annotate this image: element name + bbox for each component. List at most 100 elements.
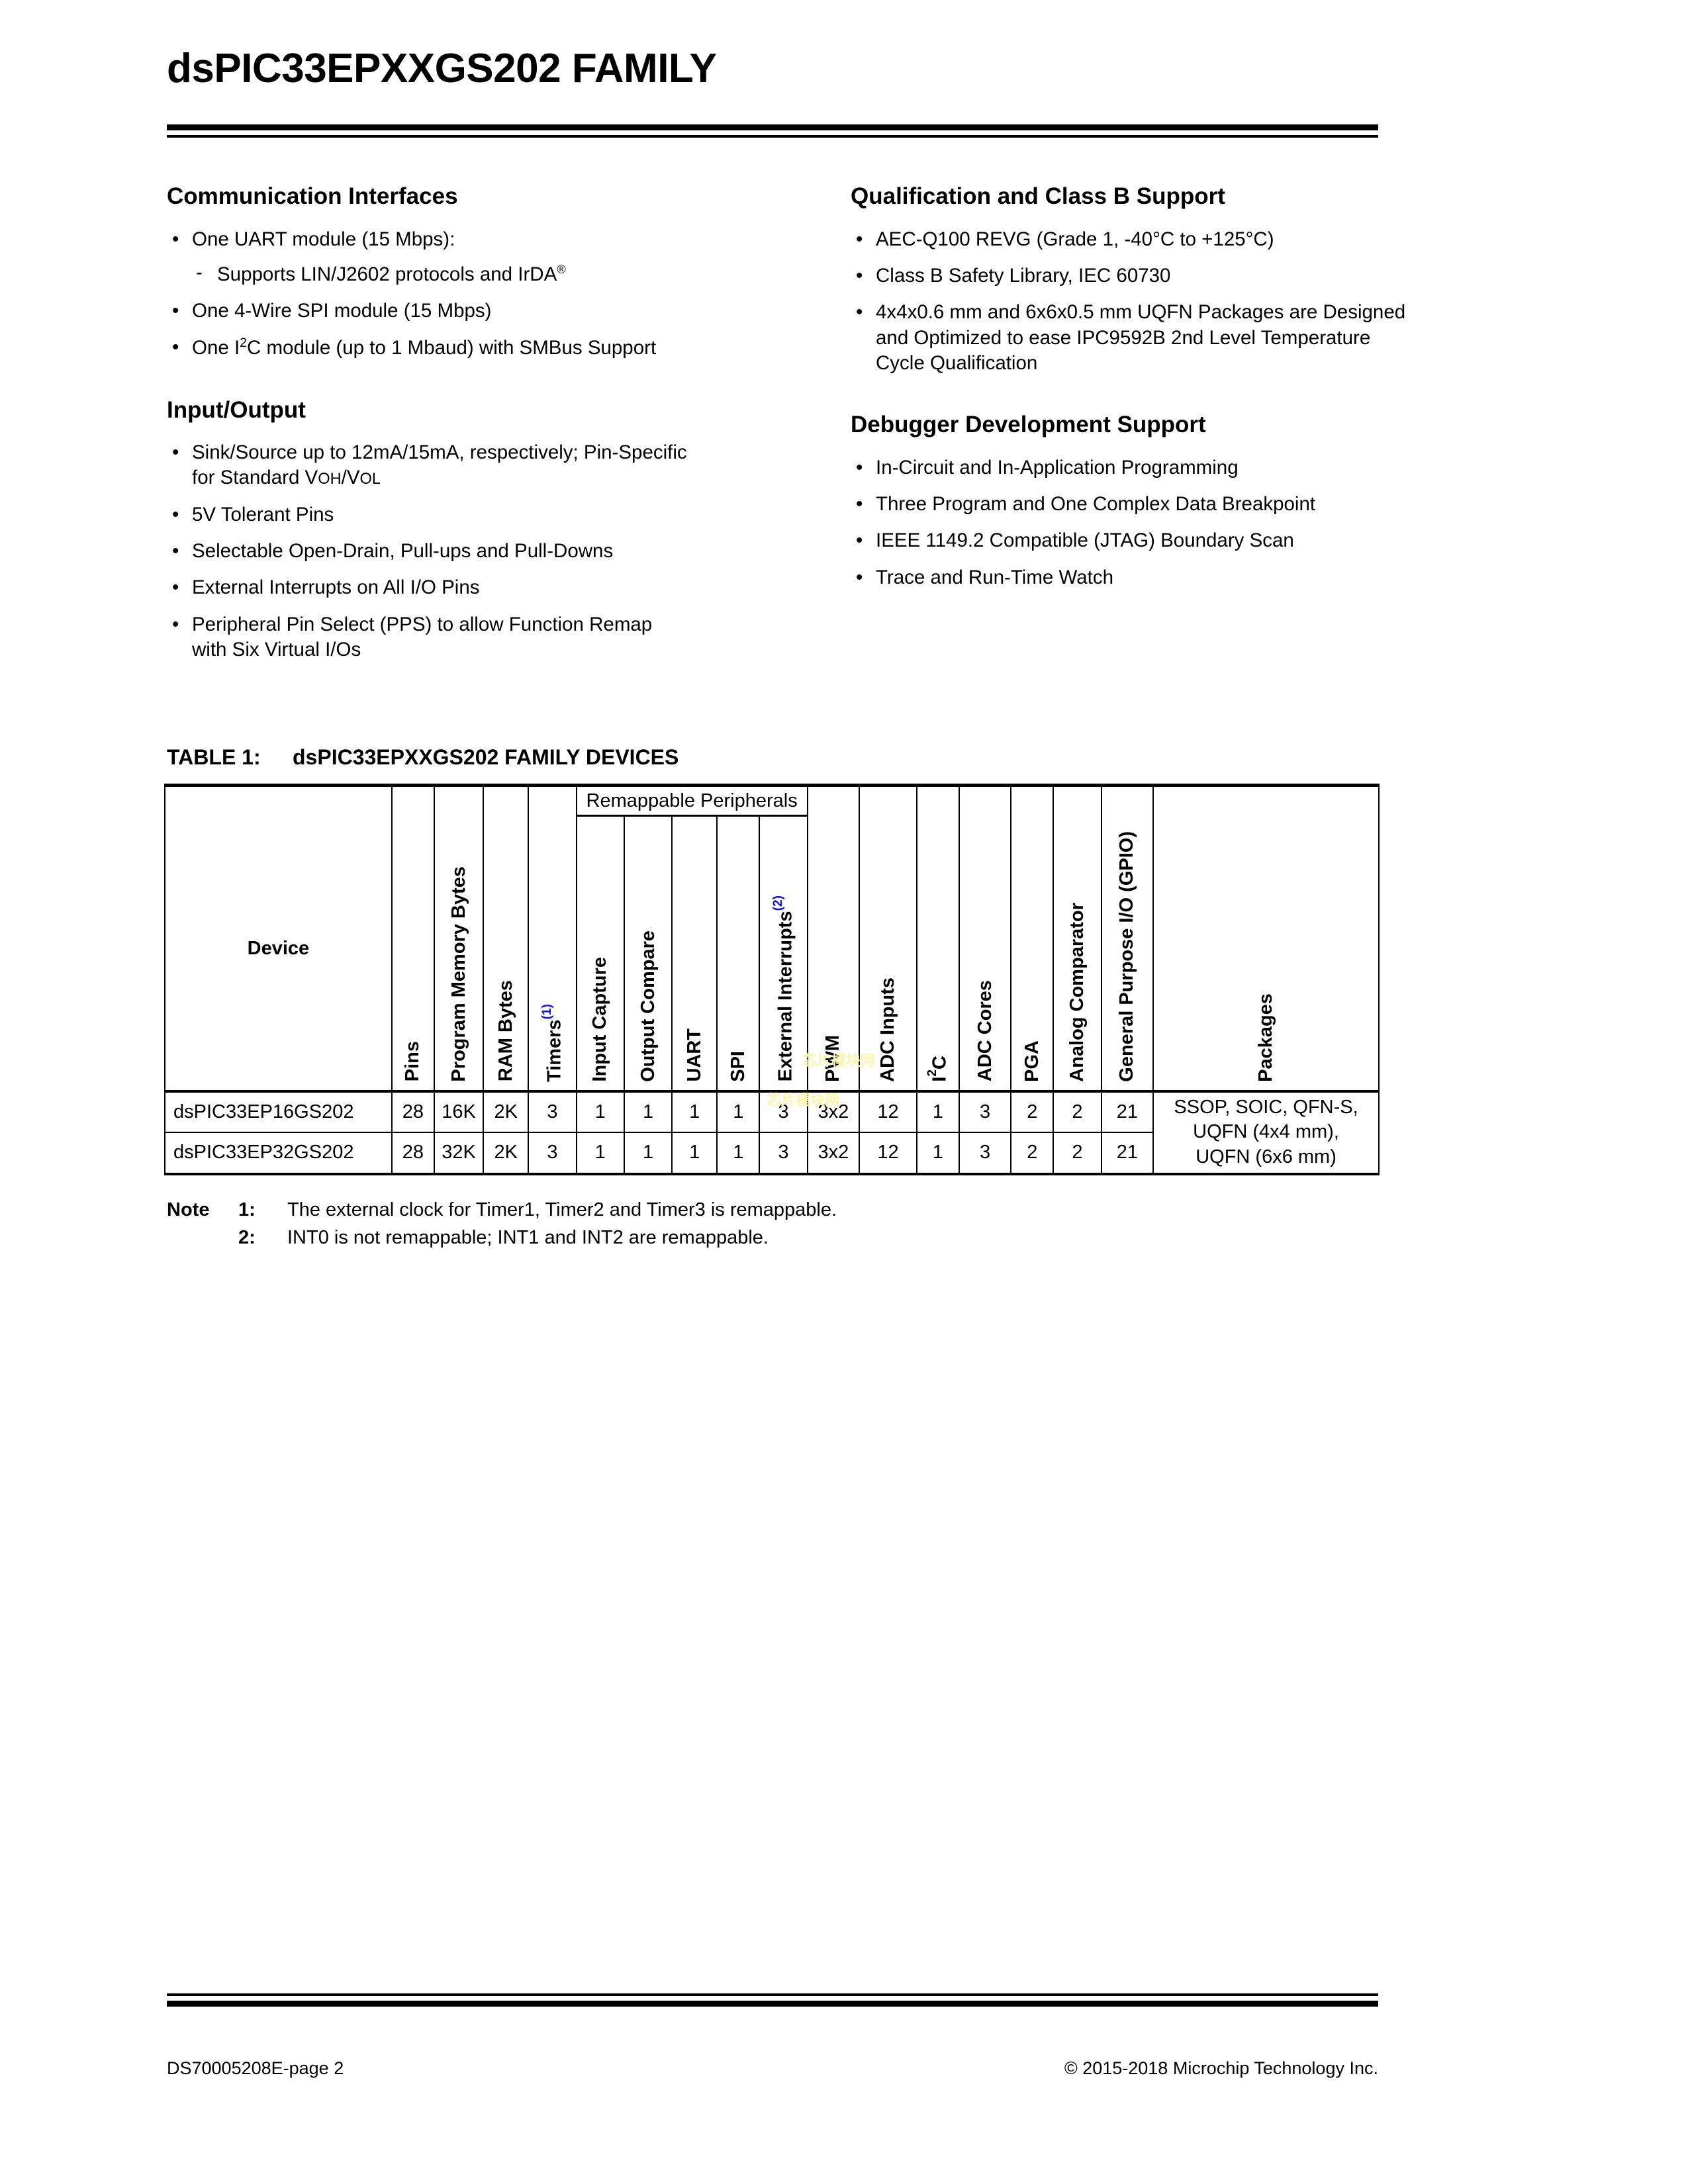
cell-pins: 28: [391, 1089, 435, 1134]
superscript-2: 2: [925, 1069, 939, 1077]
registered-icon: ®: [557, 261, 566, 276]
list-item: • 4x4x0.6 mm and 6x6x0.5 mm UQFN Package…: [851, 300, 1413, 376]
cell-output-compare: 1: [623, 1089, 673, 1134]
communication-sub-list: - Supports LIN/J2602 protocols and IrDA®: [192, 261, 690, 287]
col-header-external-interrupts-label: External Interrupts: [774, 911, 796, 1082]
table-row: dsPIC33EP32GS202 28 32K 2K 3 1 1 1 1 3 3…: [164, 1132, 1379, 1175]
bullet-icon: •: [172, 540, 179, 563]
packages-line-3: UQFN (6x6 mm): [1196, 1146, 1336, 1167]
list-item: • Selectable Open-Drain, Pull-ups and Pu…: [167, 539, 690, 564]
col-header-i2c: I2C: [915, 815, 960, 1092]
smallcaps-ol: OL: [359, 471, 381, 488]
cell-uart: 1: [671, 1132, 718, 1175]
cell-device: dsPIC33EP32GS202: [164, 1132, 393, 1175]
footnote-link-1[interactable]: (1): [539, 1003, 554, 1019]
table-caption-title: dsPIC33EPXXGS202 FAMILY DEVICES: [293, 745, 679, 769]
col-header-device: Device: [164, 815, 393, 1092]
section-heading-input-output: Input/Output: [167, 396, 306, 423]
cell-spi: 1: [716, 1132, 761, 1175]
bullet-icon: •: [172, 441, 179, 464]
bullet-icon: •: [172, 336, 179, 359]
header-rule: [167, 124, 1378, 138]
list-item: • Sink/Source up to 12mA/15mA, respectiv…: [167, 440, 690, 491]
list-item-label: Three Program and One Complex Data Break…: [876, 493, 1316, 516]
bullet-icon: •: [856, 264, 863, 287]
note-row: Note 1: The external clock for Timer1, T…: [167, 1199, 837, 1221]
list-item-label: In-Circuit and In-Application Programmin…: [876, 456, 1239, 478]
bullet-icon: •: [172, 613, 179, 635]
section-spacer: [851, 387, 1413, 412]
list-item-label: IEEE 1149.2 Compatible (JTAG) Boundary S…: [876, 529, 1294, 552]
note-text: The external clock for Timer1, Timer2 an…: [287, 1199, 837, 1220]
list-item: • One UART module (15 Mbps): - Supports …: [167, 227, 690, 288]
sub-list-item-label: Supports LIN/J2602 protocols and IrDA: [217, 263, 557, 285]
cell-adc-inputs: 12: [859, 1089, 917, 1134]
cell-input-capture: 1: [575, 1132, 625, 1175]
footnote-link-2[interactable]: (2): [771, 895, 785, 911]
col-header-packages: Packages: [1152, 815, 1380, 1092]
cell-timers: 3: [528, 1089, 577, 1134]
cell-pins: 28: [391, 1132, 435, 1175]
debugger-list: • In-Circuit and In-Application Programm…: [851, 455, 1413, 590]
note-text: INT0 is not remappable; INT1 and INT2 ar…: [287, 1227, 769, 1248]
list-item-label-pre: One I: [192, 337, 240, 359]
input-output-list: • Sink/Source up to 12mA/15mA, respectiv…: [167, 440, 690, 662]
col-header-ram-bytes: RAM Bytes: [483, 815, 530, 1092]
list-item-label: External Interrupts on All I/O Pins: [192, 576, 480, 599]
cell-spi: 1: [716, 1089, 761, 1134]
col-header-gpio: General Purpose I/O (GPIO): [1100, 815, 1154, 1092]
sub-list-item: - Supports LIN/J2602 protocols and IrDA®: [192, 261, 690, 287]
cell-program-memory-bytes: 32K: [433, 1132, 485, 1175]
list-item-label-pre: Sink/Source up to 12mA/15mA, respectivel…: [192, 441, 687, 489]
list-item-label-post: C module (up to 1 Mbaud) with SMBus Supp…: [246, 337, 657, 359]
list-item: • In-Circuit and In-Application Programm…: [851, 455, 1413, 480]
cell-input-capture: 1: [575, 1089, 625, 1134]
note-number: 2:: [238, 1227, 256, 1248]
col-header-adc-inputs: ADC Inputs: [859, 815, 917, 1092]
device-table-wrapper: Remappable Peripherals Device Pins: [164, 784, 1380, 1175]
bullet-icon: •: [856, 529, 863, 552]
list-item: • Peripheral Pin Select (PPS) to allow F…: [167, 612, 690, 663]
list-item-label: Selectable Open-Drain, Pull-ups and Pull…: [192, 540, 614, 563]
list-item-label: 5V Tolerant Pins: [192, 503, 334, 525]
cell-pwm: 3x2: [806, 1132, 861, 1175]
bullet-icon: •: [172, 300, 179, 322]
table-notes: Note 1: The external clock for Timer1, T…: [167, 1199, 837, 1255]
col-header-spi: SPI: [716, 815, 761, 1092]
qualification-list: • AEC-Q100 REVG (Grade 1, -40°C to +125°…: [851, 227, 1413, 377]
bullet-icon: •: [856, 301, 863, 324]
packages-line-1: SSOP, SOIC, QFN-S,: [1174, 1096, 1358, 1118]
cell-adc-inputs: 12: [859, 1132, 917, 1175]
list-item: • External Interrupts on All I/O Pins: [167, 575, 690, 600]
cell-packages: SSOP, SOIC, QFN-S, UQFN (4x4 mm), UQFN (…: [1152, 1089, 1380, 1175]
footer-copyright: © 2015-2018 Microchip Technology Inc.: [1064, 2058, 1378, 2078]
cell-adc-cores: 3: [958, 1132, 1012, 1175]
cell-output-compare: 1: [623, 1132, 673, 1175]
section-heading-qualification-class-b: Qualification and Class B Support: [851, 183, 1225, 209]
note-number: 1:: [238, 1199, 256, 1220]
cell-program-memory-bytes: 16K: [433, 1089, 485, 1134]
col-header-program-memory-bytes: Program Memory Bytes: [433, 815, 485, 1092]
col-header-timers: Timers(1): [528, 815, 577, 1092]
right-column: Qualification and Class B Support • AEC-…: [851, 183, 1413, 602]
list-item: • IEEE 1149.2 Compatible (JTAG) Boundary…: [851, 528, 1413, 553]
col-header-pins: Pins: [391, 815, 435, 1092]
cell-pwm: 3x2: [806, 1089, 861, 1134]
table-group-header-row: Remappable Peripherals: [164, 784, 1380, 817]
list-item-label: Peripheral Pin Select (PPS) to allow Fun…: [192, 613, 653, 661]
cell-analog-comparator: 2: [1053, 1089, 1102, 1134]
list-item: • AEC-Q100 REVG (Grade 1, -40°C to +125°…: [851, 227, 1413, 252]
table-row: dsPIC33EP16GS202 28 16K 2K 3 1 1 1 1 3 3…: [164, 1089, 1380, 1175]
list-item: • Class B Safety Library, IEC 60730: [851, 263, 1413, 289]
list-item: • Trace and Run-Time Watch: [851, 565, 1413, 590]
list-item: • One I2C module (up to 1 Mbaud) with SM…: [167, 335, 690, 361]
list-item-label: AEC-Q100 REVG (Grade 1, -40°C to +125°C): [876, 228, 1274, 250]
cell-adc-cores: 3: [958, 1089, 1012, 1134]
cell-external-interrupts: 3: [759, 1089, 808, 1134]
col-header-pwm: PWM: [806, 815, 861, 1092]
list-item: • One 4-Wire SPI module (15 Mbps): [167, 298, 690, 324]
cell-i2c: 1: [915, 1132, 960, 1175]
bullet-icon: •: [856, 566, 863, 588]
footer-rule: [167, 1993, 1378, 2007]
table-caption-label: TABLE 1:: [167, 745, 261, 769]
